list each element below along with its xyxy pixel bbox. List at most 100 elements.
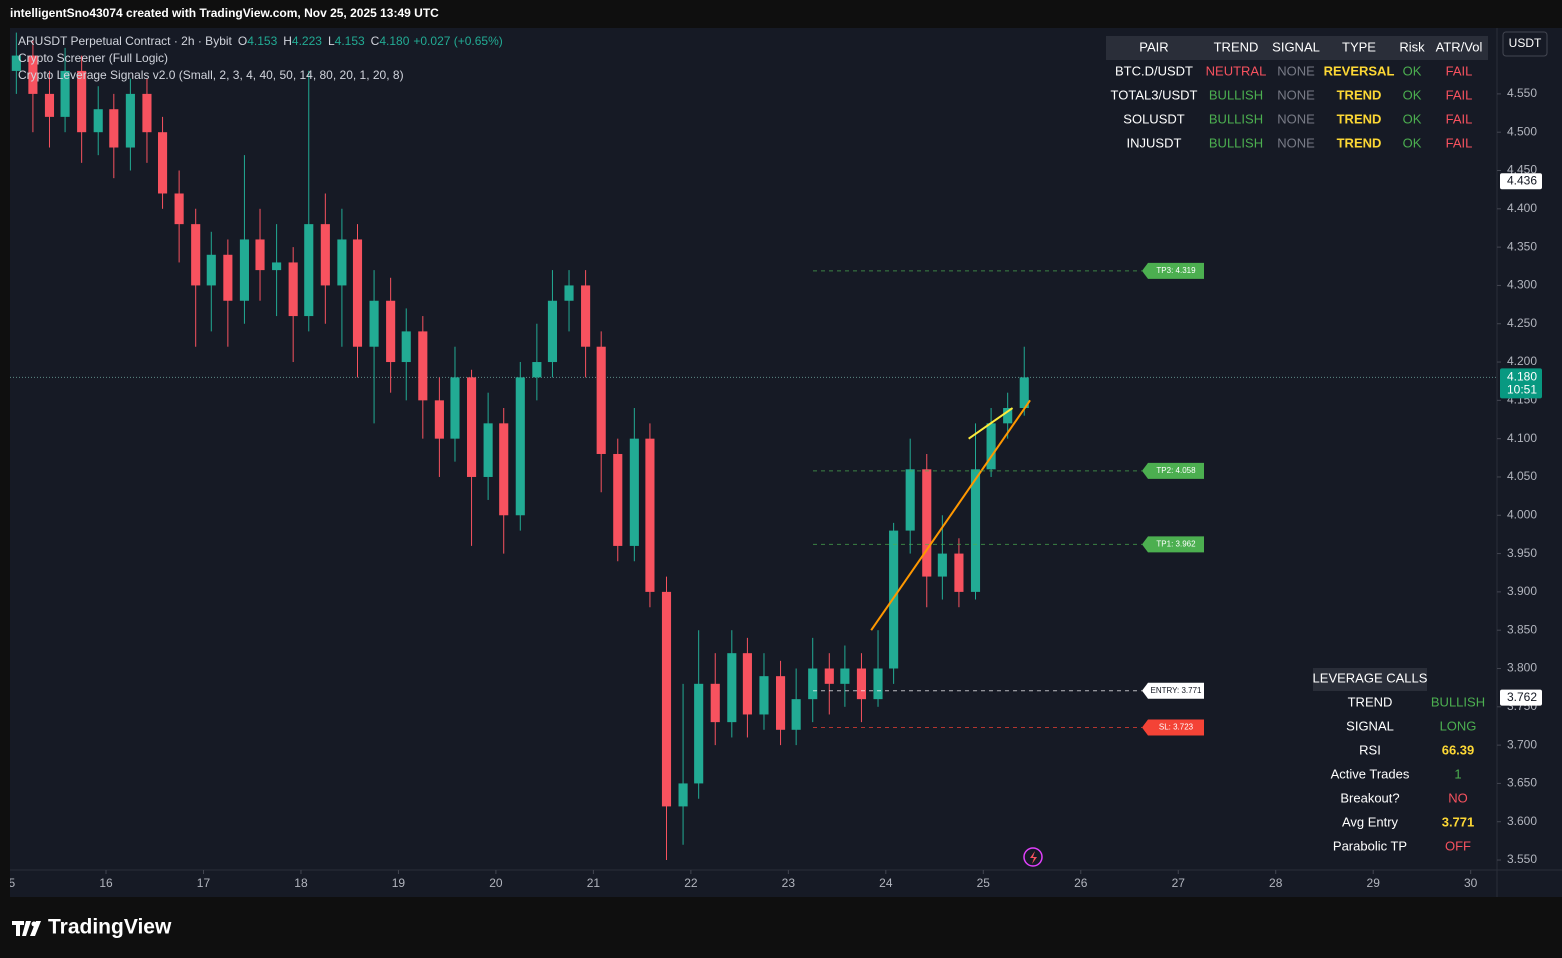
- y-tick-label: 3.900: [1507, 584, 1537, 598]
- candle-body: [272, 262, 282, 271]
- quote-key: L: [328, 34, 335, 48]
- candle-body: [581, 285, 591, 347]
- trendline: [870, 399, 1031, 631]
- leverage-value: 3.771: [1442, 814, 1475, 829]
- screener-header: ATR/Vol: [1436, 39, 1483, 54]
- level-label: TP1: 3.962: [1156, 539, 1196, 548]
- leverage-value: 66.39: [1442, 742, 1475, 757]
- level-tag: [1142, 719, 1204, 736]
- screener-cell: BULLISH: [1209, 111, 1263, 126]
- x-tick-label: 18: [294, 876, 308, 890]
- chart-panel: [10, 28, 1562, 897]
- quote-value: 4.223: [292, 34, 322, 48]
- quote-key: O: [238, 34, 247, 48]
- overlay: 4.550 4.500 4.450 4.400 4.350 4.300 4.250 4.200…: [18, 34, 1542, 867]
- x-tick-label: 30: [1464, 876, 1478, 890]
- x-tick-label: 16: [99, 876, 113, 890]
- y-tick-label: 3.850: [1507, 622, 1537, 636]
- x-tick-label: 21: [587, 876, 601, 890]
- candle-body: [629, 438, 639, 546]
- leverage-label: Parabolic TP: [1333, 838, 1407, 853]
- candle-body: [28, 55, 38, 94]
- y-tick-label: 4.000: [1507, 507, 1537, 521]
- screener-cell: FAIL: [1446, 111, 1473, 126]
- screener-cell: OK: [1403, 87, 1422, 102]
- screener-cell: BULLISH: [1209, 135, 1263, 150]
- x-tick-label: 19: [392, 876, 406, 890]
- time-axis: 15 16 17 18 19 20 21 22 23 24 25 26 27 28 29 30: [2, 870, 1478, 890]
- candle-body: [157, 132, 168, 194]
- currency-button[interactable]: [1502, 31, 1548, 57]
- candle-body: [873, 668, 883, 700]
- candle-body: [970, 469, 981, 592]
- y-tick-label: 4.100: [1507, 431, 1537, 445]
- candle-body: [320, 224, 330, 286]
- legend-symbol: ARUSDT Perpetual Contract · 2h · Bybit: [18, 34, 233, 48]
- y-tick-label: 3.550: [1507, 852, 1537, 866]
- price-tag-label: 3.762: [1507, 690, 1537, 704]
- screener-cell: NEUTRAL: [1206, 63, 1267, 78]
- candle-body: [434, 400, 444, 439]
- screener-cell: TOTAL3/USDT: [1111, 87, 1198, 102]
- candle-body: [11, 55, 21, 71]
- candle-body: [889, 530, 899, 669]
- screener-cell: OK: [1403, 63, 1422, 78]
- candle-body: [808, 668, 818, 700]
- candle-body: [727, 653, 737, 723]
- leverage-value: 1: [1454, 766, 1461, 781]
- x-tick-label: 29: [1367, 876, 1381, 890]
- candle-body: [77, 70, 87, 133]
- x-tick-label: 28: [1269, 876, 1283, 890]
- price-tag-label: 4.436: [1507, 173, 1537, 187]
- brand-logo: [12, 921, 41, 936]
- candle-body: [239, 239, 249, 301]
- candle-body: [483, 423, 493, 477]
- level-label: ENTRY: 3.771: [1151, 686, 1203, 695]
- candle-body: [759, 676, 769, 715]
- quote-key: C: [371, 34, 380, 48]
- x-tick-label: 27: [1172, 876, 1186, 890]
- quote-change: +0.027 (+0.65%): [413, 34, 502, 48]
- leverage-value: BULLISH: [1431, 694, 1485, 709]
- candle-body: [450, 377, 460, 439]
- x-tick-label: 20: [489, 876, 503, 890]
- x-tick-label: 15: [2, 876, 16, 890]
- y-tick-label: 3.950: [1507, 546, 1537, 560]
- plot-area: [10, 32, 1497, 861]
- currency-label[interactable]: USDT: [1509, 36, 1542, 50]
- screener-cell: OK: [1403, 111, 1422, 126]
- candle-body: [369, 300, 379, 347]
- screener-header: Risk: [1399, 39, 1425, 54]
- candle-body: [905, 469, 915, 531]
- leverage-value: NO: [1448, 790, 1468, 805]
- alert-icon: [1023, 847, 1043, 867]
- leverage-title-bg: [1313, 668, 1427, 691]
- screener-cell: SOLUSDT: [1123, 111, 1184, 126]
- screener-cell: BULLISH: [1209, 87, 1263, 102]
- candle-body: [547, 300, 558, 363]
- x-tick-label: 23: [782, 876, 796, 890]
- candle-body: [613, 453, 623, 546]
- y-tick-label: 3.700: [1507, 737, 1537, 751]
- current-price-tag: [1500, 368, 1542, 399]
- candle-body: [791, 699, 801, 730]
- screener-cell: FAIL: [1446, 135, 1473, 150]
- quote-key: H: [283, 34, 292, 48]
- candle-body: [60, 70, 70, 117]
- screener-cell: NONE: [1277, 87, 1315, 102]
- candle-body: [142, 93, 152, 133]
- y-tick-label: 3.800: [1507, 661, 1537, 675]
- screener-cell: TREND: [1337, 135, 1382, 150]
- candle-body: [109, 109, 119, 148]
- level-label: TP3: 4.319: [1156, 266, 1196, 275]
- leverage-label: Active Trades: [1331, 766, 1410, 781]
- candle-body: [206, 254, 216, 286]
- indicator-label: Crypto Screener (Full Logic): [18, 51, 168, 65]
- level-tag: [1142, 462, 1204, 479]
- quote-value: 4.180: [379, 34, 409, 48]
- candle-body: [775, 676, 786, 730]
- candle-body: [255, 239, 265, 271]
- brand-name: TradingView: [48, 916, 172, 939]
- leverage-value: LONG: [1440, 718, 1477, 733]
- candle-body: [840, 668, 850, 684]
